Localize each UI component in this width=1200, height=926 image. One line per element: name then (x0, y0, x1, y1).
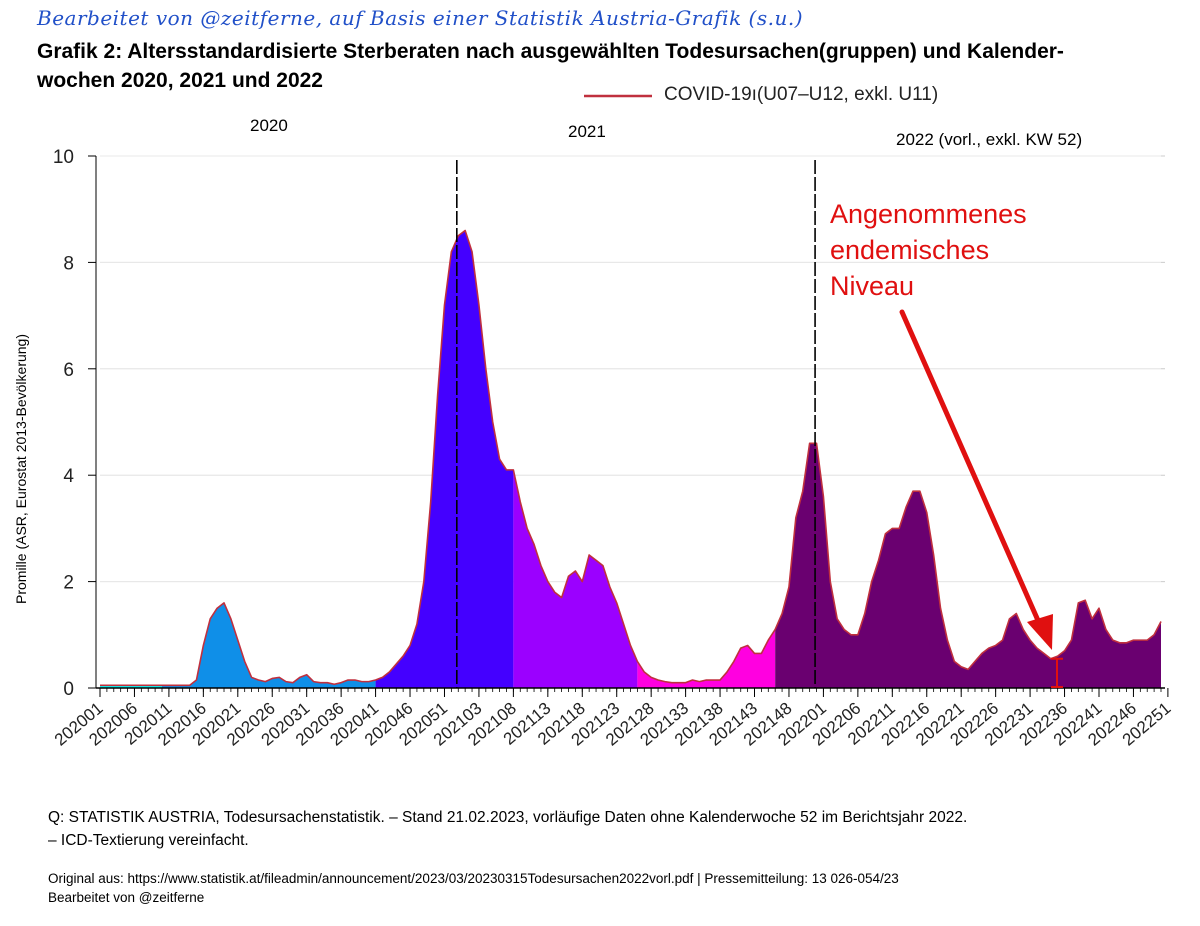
grid-lines (100, 155, 1165, 583)
year-label-2021: 2021 (568, 122, 606, 141)
chart-title-line1: Grafik 2: Altersstandardisierte Sterbera… (37, 40, 1064, 63)
area-segment-2 (162, 602, 376, 688)
source-line1: Q: STATISTIK AUSTRIA, Todesursachenstati… (48, 809, 968, 826)
annotation-text: Angenommenes endemisches Niveau (830, 196, 1027, 304)
area-segment-3 (375, 230, 514, 689)
area-segment-6 (775, 443, 1161, 688)
annotation-line3: Niveau (830, 271, 915, 301)
y-tick-label: 4 (63, 466, 74, 487)
edited-note: Bearbeitet von @zeitferne, auf Basis ein… (37, 6, 804, 30)
annotation-line1: Angenommenes (830, 199, 1027, 229)
y-tick-label: 0 (63, 679, 74, 700)
year-label-2022: 2022 (vorl., exkl. KW 52) (896, 130, 1083, 149)
y-tick-label: 10 (53, 147, 74, 168)
annotation-arrow-shaft (899, 309, 1043, 628)
annotation-line2: endemisches (830, 235, 990, 265)
legend-label: COVID-19ı(U07–U12, exkl. U11) (664, 84, 939, 105)
year-label-2020: 2020 (250, 116, 288, 135)
annotation-graphics (899, 309, 1063, 688)
area-segment-5 (637, 629, 776, 688)
y-tick-label: 2 (63, 573, 74, 594)
y-tick-label: 6 (63, 360, 74, 381)
y-axis-label: Promille (ASR, Eurostat 2013-Bevölkerung… (13, 333, 29, 604)
area-segments (100, 230, 1161, 689)
y-tick-label: 8 (63, 253, 74, 274)
area-segment-4 (513, 469, 638, 688)
series-line-covid (100, 229, 1162, 687)
chart-title-line2: wochen 2020, 2021 und 2022 (37, 69, 323, 92)
source-line2: – ICD-Textierung vereinfacht. (48, 832, 249, 849)
annotation-arrow-head (1027, 614, 1053, 650)
edited-by: Bearbeitet von @zeitferne (48, 890, 205, 905)
axes (88, 155, 1169, 697)
series-outline (100, 229, 1162, 687)
original-source: Original aus: https://www.statistik.at/f… (48, 871, 899, 886)
